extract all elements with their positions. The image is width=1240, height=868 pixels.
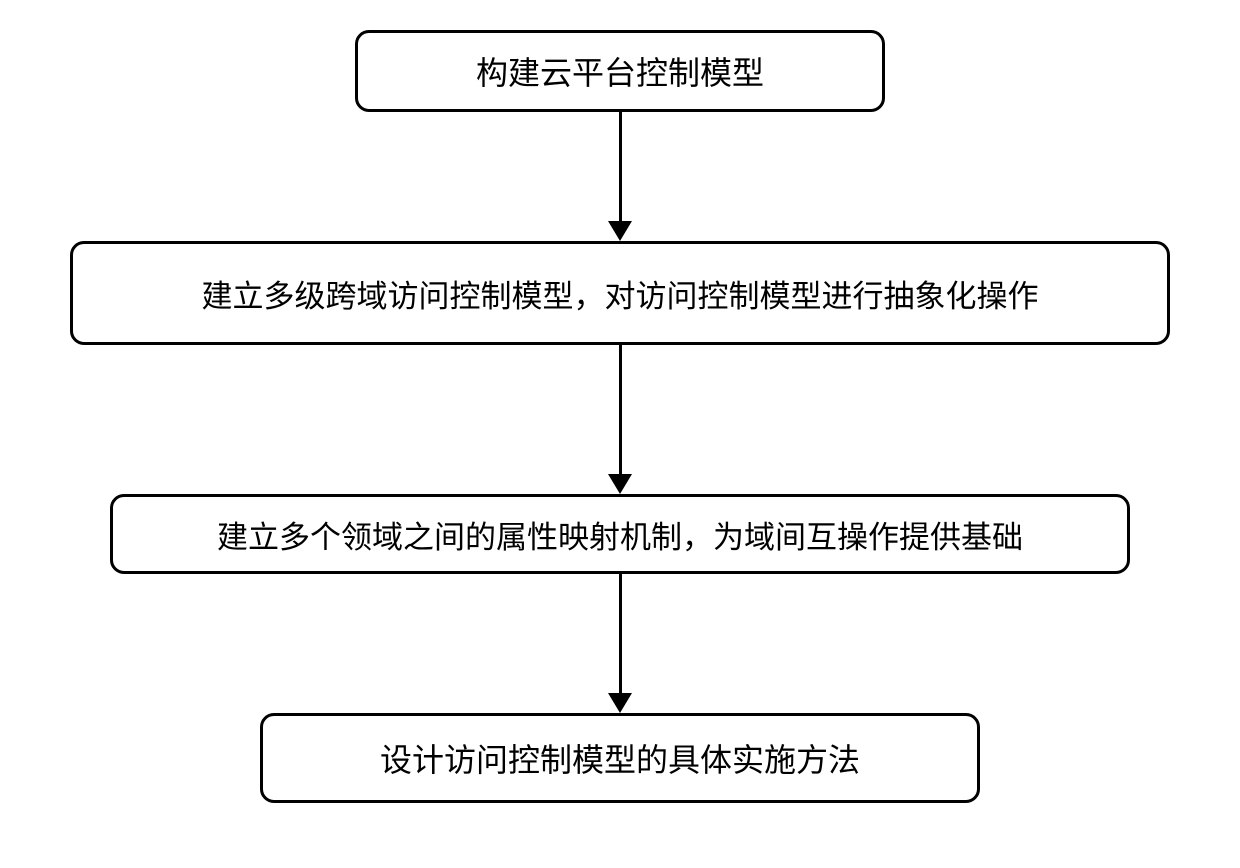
node-label: 构建云平台控制模型 [476, 48, 764, 94]
flowchart-node-3: 建立多个领域之间的属性映射机制，为域间互操作提供基础 [110, 494, 1130, 574]
flowchart-node-4: 设计访问控制模型的具体实施方法 [260, 713, 980, 803]
node-label: 建立多级跨域访问控制模型，对访问控制模型进行抽象化操作 [202, 271, 1039, 316]
flowchart-node-1: 构建云平台控制模型 [355, 30, 885, 112]
flowchart-node-2: 建立多级跨域访问控制模型，对访问控制模型进行抽象化操作 [70, 241, 1170, 345]
node-label: 建立多个领域之间的属性映射机制，为域间互操作提供基础 [217, 512, 1023, 557]
flowchart-arrow-2 [608, 345, 632, 494]
flowchart-arrow-3 [608, 574, 632, 713]
arrow-line [619, 345, 622, 475]
arrow-head-icon [608, 474, 632, 494]
flowchart-arrow-1 [608, 112, 632, 241]
arrow-head-icon [608, 693, 632, 713]
node-label: 设计访问控制模型的具体实施方法 [380, 735, 860, 781]
arrow-line [619, 112, 622, 222]
arrow-line [619, 574, 622, 694]
flowchart-container: 构建云平台控制模型 建立多级跨域访问控制模型，对访问控制模型进行抽象化操作 建立… [70, 30, 1170, 803]
arrow-head-icon [608, 221, 632, 241]
